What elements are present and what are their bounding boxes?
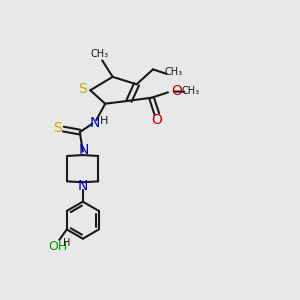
- Text: CH₃: CH₃: [182, 85, 200, 96]
- Text: O: O: [172, 84, 182, 98]
- Text: CH₃: CH₃: [165, 68, 183, 77]
- Text: OH: OH: [48, 240, 68, 253]
- Text: H: H: [63, 238, 70, 248]
- Text: O: O: [152, 113, 162, 127]
- Text: CH₃: CH₃: [91, 50, 109, 59]
- Text: N: N: [78, 179, 88, 193]
- Text: S: S: [78, 82, 87, 96]
- Text: N: N: [90, 116, 100, 130]
- Text: S: S: [53, 121, 62, 135]
- Text: H: H: [100, 116, 108, 126]
- Text: N: N: [79, 143, 89, 157]
